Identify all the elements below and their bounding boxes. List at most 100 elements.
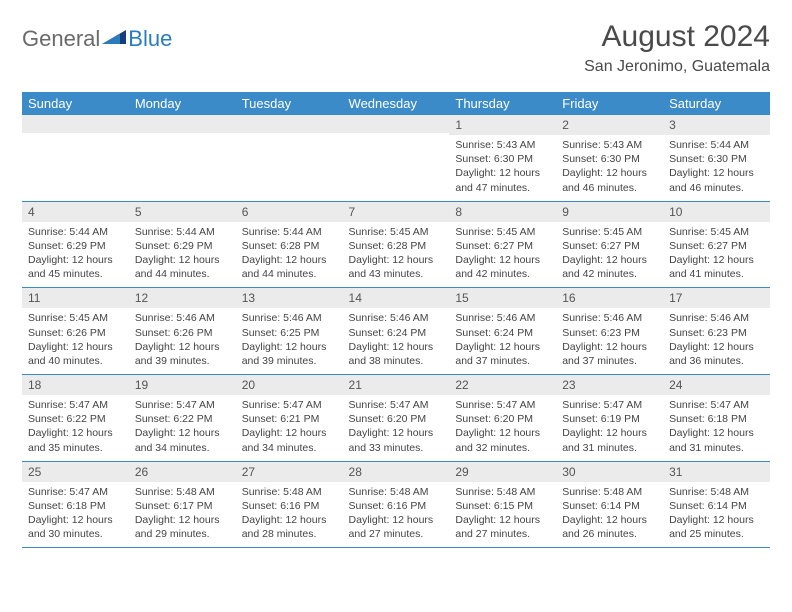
calendar-cell — [236, 115, 343, 201]
calendar-cell: 9Sunrise: 5:45 AMSunset: 6:27 PMDaylight… — [556, 201, 663, 288]
sunrise-text: Sunrise: 5:43 AM — [455, 138, 550, 152]
sunset-text: Sunset: 6:14 PM — [669, 499, 764, 513]
calendar-cell: 2Sunrise: 5:43 AMSunset: 6:30 PMDaylight… — [556, 115, 663, 201]
sunrise-text: Sunrise: 5:45 AM — [455, 225, 550, 239]
sunrise-text: Sunrise: 5:45 AM — [562, 225, 657, 239]
day-number — [129, 115, 236, 133]
daylight-text: Daylight: 12 hours and 29 minutes. — [135, 513, 230, 541]
calendar-cell: 1Sunrise: 5:43 AMSunset: 6:30 PMDaylight… — [449, 115, 556, 201]
day-header-row: Sunday Monday Tuesday Wednesday Thursday… — [22, 92, 770, 115]
sunset-text: Sunset: 6:28 PM — [242, 239, 337, 253]
calendar-week: 11Sunrise: 5:45 AMSunset: 6:26 PMDayligh… — [22, 288, 770, 375]
calendar-cell — [343, 115, 450, 201]
daylight-text: Daylight: 12 hours and 34 minutes. — [242, 426, 337, 454]
day-body — [343, 133, 450, 191]
calendar-cell: 28Sunrise: 5:48 AMSunset: 6:16 PMDayligh… — [343, 461, 450, 548]
sunrise-text: Sunrise: 5:44 AM — [135, 225, 230, 239]
sunrise-text: Sunrise: 5:43 AM — [562, 138, 657, 152]
day-body: Sunrise: 5:46 AMSunset: 6:25 PMDaylight:… — [236, 308, 343, 374]
calendar-cell — [22, 115, 129, 201]
sunset-text: Sunset: 6:23 PM — [562, 326, 657, 340]
day-number: 25 — [22, 462, 129, 482]
day-body: Sunrise: 5:43 AMSunset: 6:30 PMDaylight:… — [556, 135, 663, 201]
daylight-text: Daylight: 12 hours and 42 minutes. — [562, 253, 657, 281]
day-number — [22, 115, 129, 133]
day-number: 1 — [449, 115, 556, 135]
day-body: Sunrise: 5:47 AMSunset: 6:22 PMDaylight:… — [129, 395, 236, 461]
day-body: Sunrise: 5:45 AMSunset: 6:26 PMDaylight:… — [22, 308, 129, 374]
day-body: Sunrise: 5:48 AMSunset: 6:14 PMDaylight:… — [556, 482, 663, 548]
daylight-text: Daylight: 12 hours and 41 minutes. — [669, 253, 764, 281]
day-body: Sunrise: 5:46 AMSunset: 6:24 PMDaylight:… — [343, 308, 450, 374]
calendar-cell: 24Sunrise: 5:47 AMSunset: 6:18 PMDayligh… — [663, 375, 770, 462]
day-number: 12 — [129, 288, 236, 308]
calendar-cell: 29Sunrise: 5:48 AMSunset: 6:15 PMDayligh… — [449, 461, 556, 548]
sunset-text: Sunset: 6:22 PM — [28, 412, 123, 426]
calendar-week: 25Sunrise: 5:47 AMSunset: 6:18 PMDayligh… — [22, 461, 770, 548]
day-body: Sunrise: 5:44 AMSunset: 6:29 PMDaylight:… — [129, 222, 236, 288]
day-body: Sunrise: 5:47 AMSunset: 6:18 PMDaylight:… — [663, 395, 770, 461]
sunrise-text: Sunrise: 5:48 AM — [349, 485, 444, 499]
day-number: 14 — [343, 288, 450, 308]
day-number: 8 — [449, 202, 556, 222]
sunset-text: Sunset: 6:28 PM — [349, 239, 444, 253]
day-body: Sunrise: 5:47 AMSunset: 6:19 PMDaylight:… — [556, 395, 663, 461]
sunrise-text: Sunrise: 5:45 AM — [669, 225, 764, 239]
sunrise-text: Sunrise: 5:46 AM — [349, 311, 444, 325]
day-number: 7 — [343, 202, 450, 222]
sunset-text: Sunset: 6:24 PM — [455, 326, 550, 340]
calendar-week: 4Sunrise: 5:44 AMSunset: 6:29 PMDaylight… — [22, 201, 770, 288]
day-body: Sunrise: 5:43 AMSunset: 6:30 PMDaylight:… — [449, 135, 556, 201]
sunrise-text: Sunrise: 5:47 AM — [669, 398, 764, 412]
sunrise-text: Sunrise: 5:48 AM — [135, 485, 230, 499]
calendar-cell: 19Sunrise: 5:47 AMSunset: 6:22 PMDayligh… — [129, 375, 236, 462]
day-number — [343, 115, 450, 133]
calendar-table: Sunday Monday Tuesday Wednesday Thursday… — [22, 92, 770, 548]
calendar-cell: 5Sunrise: 5:44 AMSunset: 6:29 PMDaylight… — [129, 201, 236, 288]
calendar-cell: 26Sunrise: 5:48 AMSunset: 6:17 PMDayligh… — [129, 461, 236, 548]
daylight-text: Daylight: 12 hours and 25 minutes. — [669, 513, 764, 541]
sunrise-text: Sunrise: 5:47 AM — [28, 398, 123, 412]
day-body — [22, 133, 129, 191]
sunset-text: Sunset: 6:19 PM — [562, 412, 657, 426]
day-number: 15 — [449, 288, 556, 308]
day-body: Sunrise: 5:45 AMSunset: 6:28 PMDaylight:… — [343, 222, 450, 288]
day-number: 23 — [556, 375, 663, 395]
sunset-text: Sunset: 6:26 PM — [28, 326, 123, 340]
day-number: 17 — [663, 288, 770, 308]
day-body: Sunrise: 5:46 AMSunset: 6:26 PMDaylight:… — [129, 308, 236, 374]
day-header: Monday — [129, 92, 236, 115]
day-number: 30 — [556, 462, 663, 482]
sunset-text: Sunset: 6:27 PM — [562, 239, 657, 253]
calendar-cell: 4Sunrise: 5:44 AMSunset: 6:29 PMDaylight… — [22, 201, 129, 288]
day-body: Sunrise: 5:48 AMSunset: 6:17 PMDaylight:… — [129, 482, 236, 548]
day-header: Friday — [556, 92, 663, 115]
day-body: Sunrise: 5:45 AMSunset: 6:27 PMDaylight:… — [556, 222, 663, 288]
sunrise-text: Sunrise: 5:48 AM — [669, 485, 764, 499]
day-number: 11 — [22, 288, 129, 308]
day-body: Sunrise: 5:48 AMSunset: 6:14 PMDaylight:… — [663, 482, 770, 548]
daylight-text: Daylight: 12 hours and 33 minutes. — [349, 426, 444, 454]
day-number — [236, 115, 343, 133]
calendar-cell: 13Sunrise: 5:46 AMSunset: 6:25 PMDayligh… — [236, 288, 343, 375]
header: General Blue August 2024 San Jeronimo, G… — [22, 20, 770, 76]
calendar-cell: 6Sunrise: 5:44 AMSunset: 6:28 PMDaylight… — [236, 201, 343, 288]
sunset-text: Sunset: 6:16 PM — [242, 499, 337, 513]
sunset-text: Sunset: 6:30 PM — [455, 152, 550, 166]
calendar-cell: 23Sunrise: 5:47 AMSunset: 6:19 PMDayligh… — [556, 375, 663, 462]
day-number: 9 — [556, 202, 663, 222]
calendar-cell: 27Sunrise: 5:48 AMSunset: 6:16 PMDayligh… — [236, 461, 343, 548]
month-title: August 2024 — [584, 20, 770, 54]
day-header: Saturday — [663, 92, 770, 115]
daylight-text: Daylight: 12 hours and 40 minutes. — [28, 340, 123, 368]
sunset-text: Sunset: 6:20 PM — [455, 412, 550, 426]
daylight-text: Daylight: 12 hours and 37 minutes. — [562, 340, 657, 368]
calendar-cell: 12Sunrise: 5:46 AMSunset: 6:26 PMDayligh… — [129, 288, 236, 375]
sunset-text: Sunset: 6:14 PM — [562, 499, 657, 513]
daylight-text: Daylight: 12 hours and 39 minutes. — [135, 340, 230, 368]
day-number: 5 — [129, 202, 236, 222]
daylight-text: Daylight: 12 hours and 28 minutes. — [242, 513, 337, 541]
day-body: Sunrise: 5:44 AMSunset: 6:29 PMDaylight:… — [22, 222, 129, 288]
daylight-text: Daylight: 12 hours and 45 minutes. — [28, 253, 123, 281]
daylight-text: Daylight: 12 hours and 36 minutes. — [669, 340, 764, 368]
